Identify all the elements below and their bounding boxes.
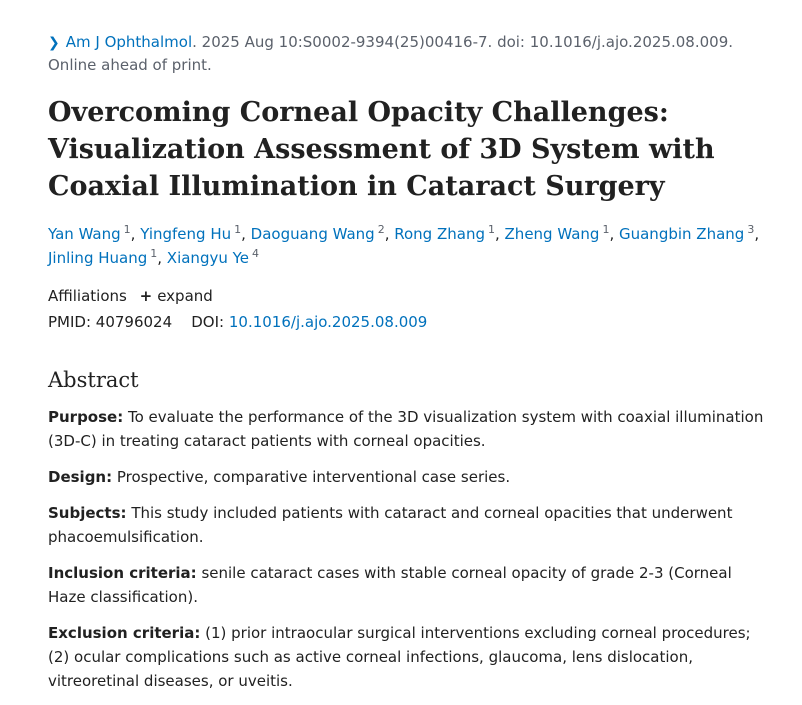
author-link[interactable]: Daoguang Wang <box>250 225 375 243</box>
section-text: Prospective, comparative interventional … <box>116 468 511 486</box>
author-link[interactable]: Xiangyu Ye <box>166 249 250 267</box>
journal-link[interactable]: Am J Ophthalmol <box>65 33 193 51</box>
affiliation-number[interactable]: 1 <box>123 223 131 236</box>
abstract-section-inclusion: Inclusion criteria: senile cataract case… <box>48 561 770 609</box>
identifiers-row: PMID: 40796024 DOI: 10.1016/j.ajo.2025.0… <box>48 311 427 333</box>
author-link[interactable]: Guangbin Zhang <box>618 225 745 243</box>
affiliation-number[interactable]: 1 <box>150 247 158 260</box>
author-link[interactable]: Zheng Wang <box>504 225 600 243</box>
section-label: Subjects: <box>48 504 127 522</box>
section-label: Exclusion criteria: <box>48 624 201 642</box>
section-label: Purpose: <box>48 408 124 426</box>
section-text: This study included patients with catara… <box>48 504 733 546</box>
affiliation-number[interactable]: 4 <box>252 247 260 260</box>
abstract-heading: Abstract <box>48 368 139 392</box>
affiliation-number[interactable]: 1 <box>234 223 242 236</box>
affiliation-number[interactable]: 2 <box>377 223 385 236</box>
chevron-right-icon[interactable]: ❯ <box>48 35 60 51</box>
plus-icon: + <box>139 287 153 305</box>
section-text: (1) prior intraocular surgical intervent… <box>48 624 751 690</box>
expand-label: expand <box>157 287 213 305</box>
affiliations-label: Affiliations <box>48 287 127 305</box>
doi-link[interactable]: 10.1016/j.ajo.2025.08.009 <box>228 313 428 331</box>
pmid-label: PMID: <box>48 313 92 331</box>
pmid-value: 40796024 <box>95 313 173 331</box>
abstract-section-purpose: Purpose: To evaluate the performance of … <box>48 405 770 453</box>
author-link[interactable]: Yan Wang <box>48 225 121 243</box>
publication-status: Online ahead of print. <box>48 56 212 74</box>
abstract-section-design: Design: Prospective, comparative interve… <box>48 465 770 489</box>
affiliation-number[interactable]: 1 <box>487 223 495 236</box>
abstract-body: Purpose: To evaluate the performance of … <box>48 405 770 705</box>
article-title: Overcoming Corneal Opacity Challenges: V… <box>48 97 715 202</box>
author-link[interactable]: Yingfeng Hu <box>140 225 232 243</box>
citation-details: . 2025 Aug 10:S0002-9394(25)00416-7. doi… <box>192 33 734 51</box>
section-text: senile cataract cases with stable cornea… <box>48 564 732 606</box>
author-link[interactable]: Jinling Huang <box>48 249 148 267</box>
abstract-section-subjects: Subjects: This study included patients w… <box>48 501 770 549</box>
citation-line: ❯ Am J Ophthalmol. 2025 Aug 10:S0002-9394… <box>48 31 733 54</box>
section-text: To evaluate the performance of the 3D vi… <box>48 408 764 450</box>
expand-affiliations-button[interactable]: + expand <box>140 287 213 305</box>
author-list: Yan Wang 1, Yingfeng Hu 1, Daoguang Wang 2,… <box>48 223 760 267</box>
affiliation-number[interactable]: 1 <box>602 223 610 236</box>
author-link[interactable]: Rong Zhang <box>394 225 485 243</box>
affiliation-number[interactable]: 3 <box>747 223 755 236</box>
section-label: Design: <box>48 468 113 486</box>
abstract-section-exclusion: Exclusion criteria: (1) prior intraocula… <box>48 621 770 693</box>
affiliations-row: Affiliations + expand <box>48 285 213 307</box>
doi-label: DOI: <box>191 313 225 331</box>
section-label: Inclusion criteria: <box>48 564 197 582</box>
